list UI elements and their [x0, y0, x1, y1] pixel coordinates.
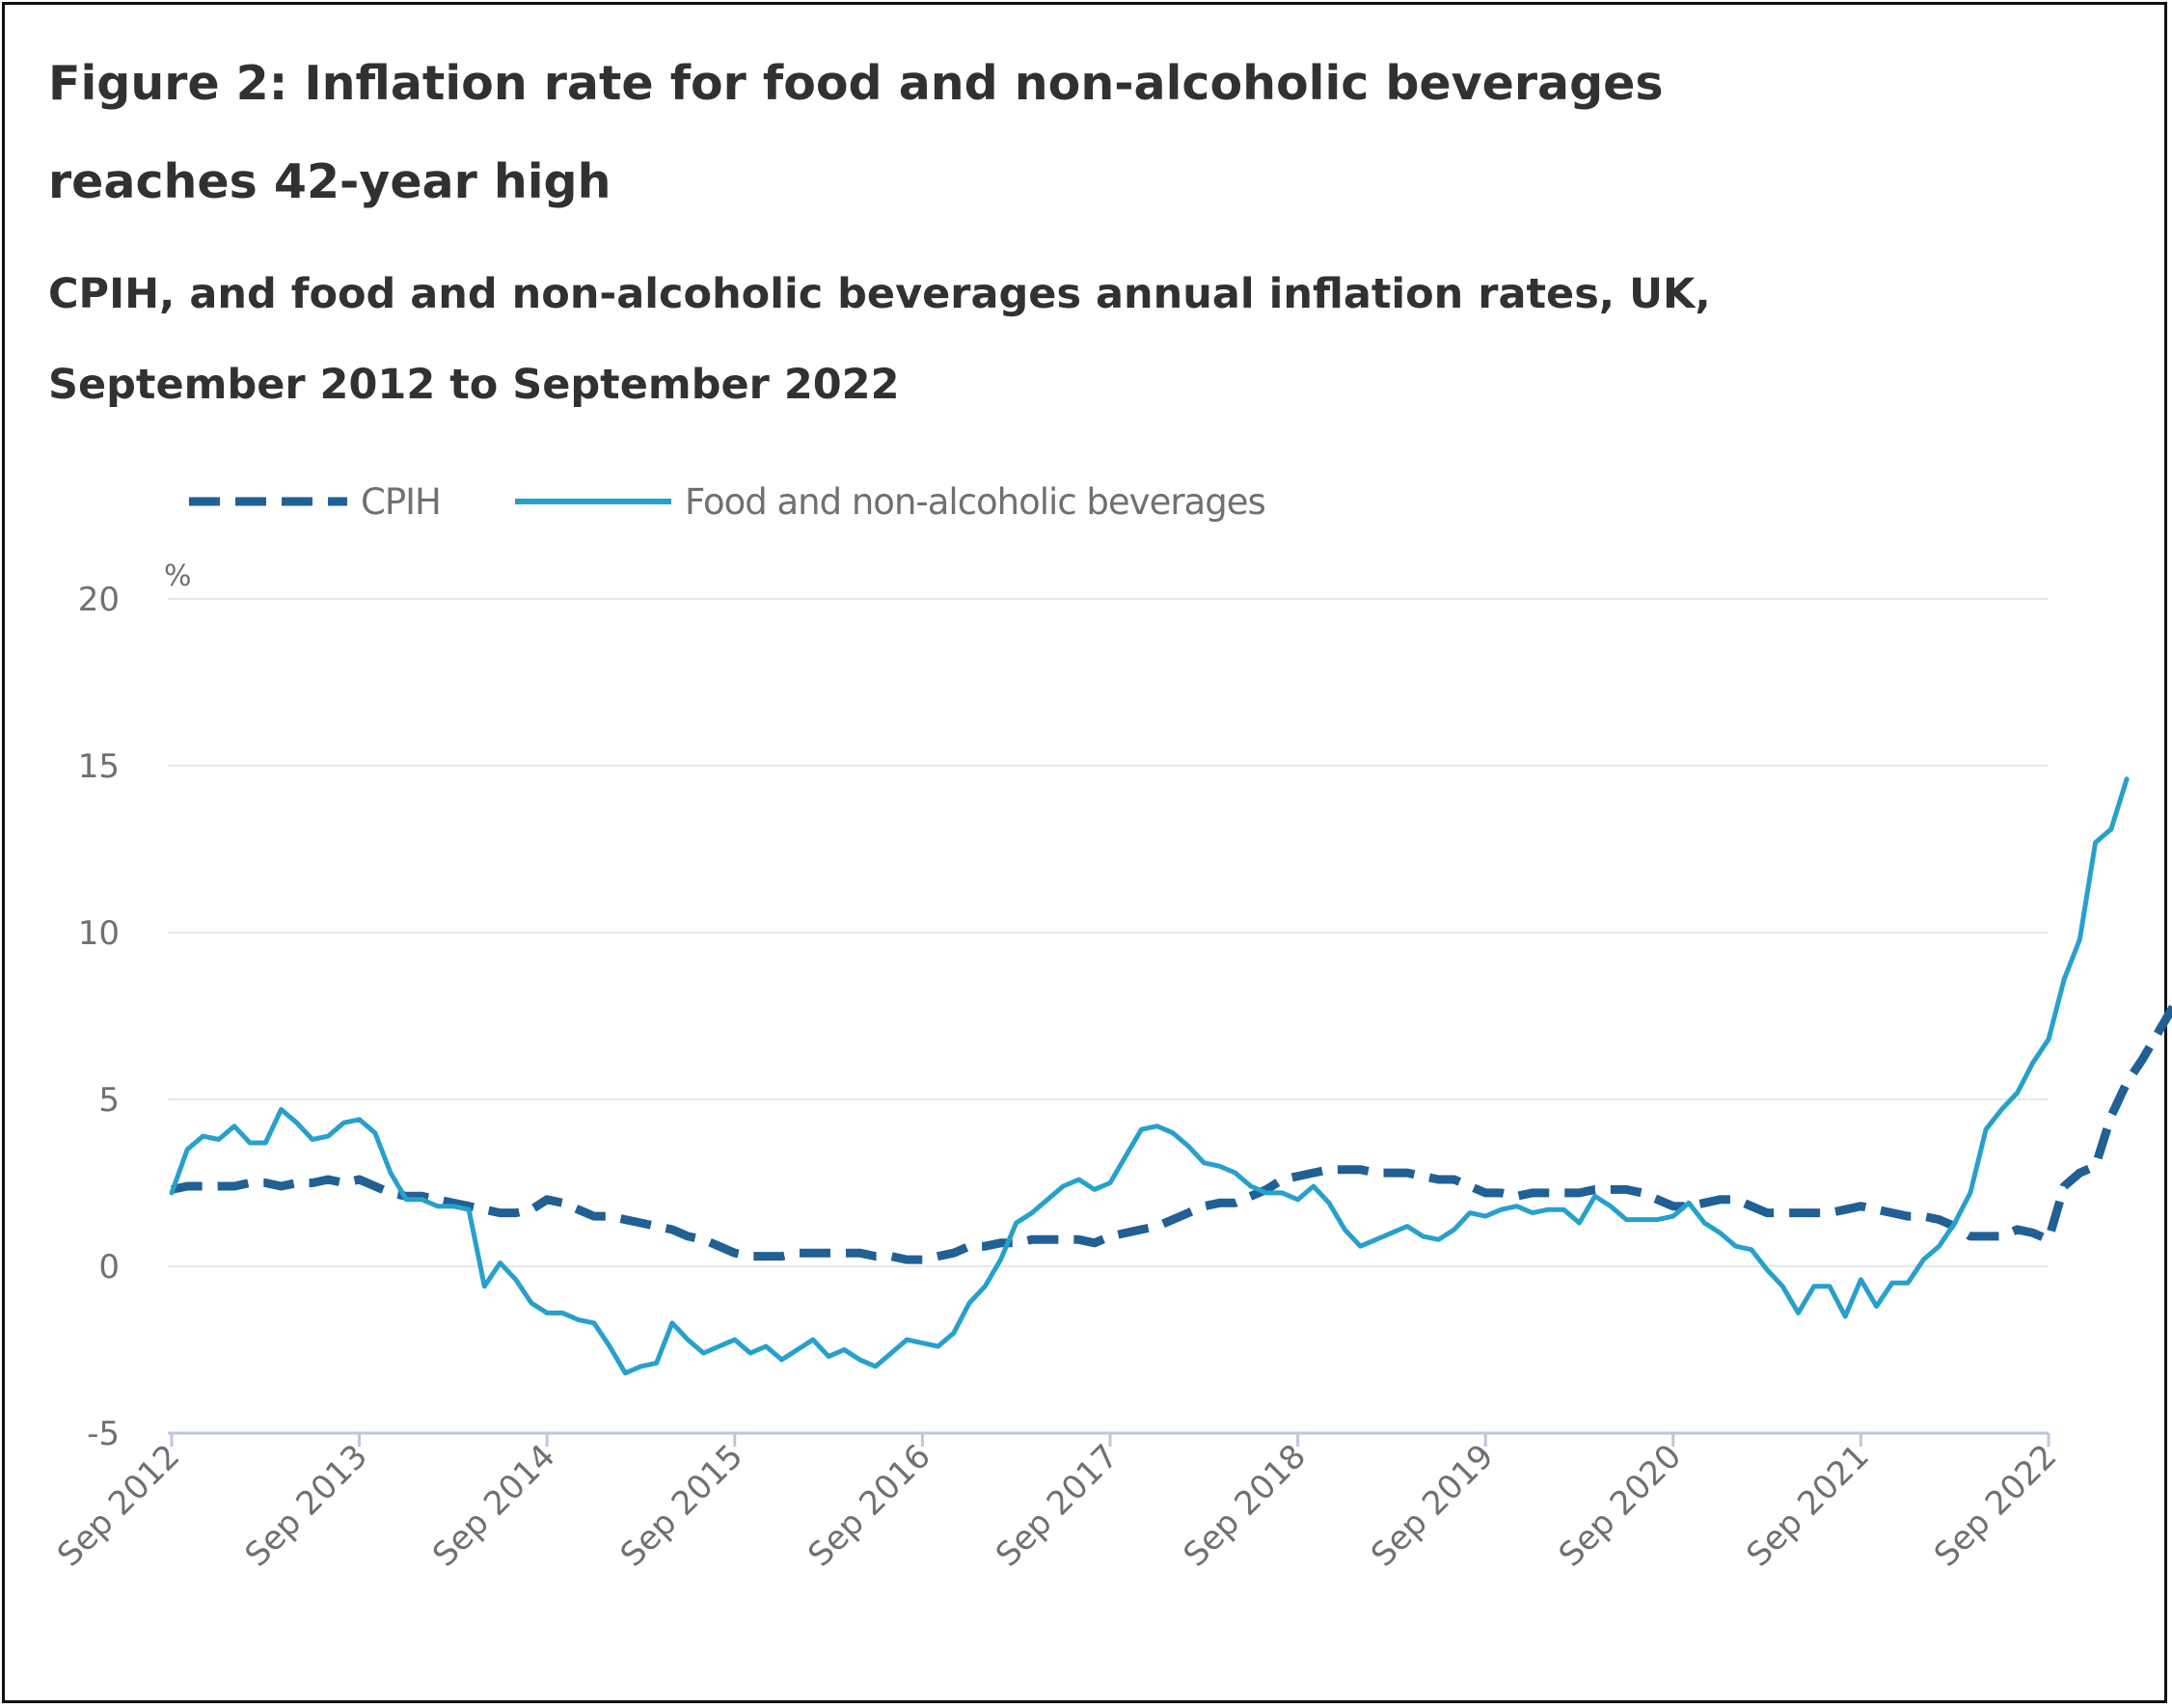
legend-swatch-cpih: [189, 497, 347, 506]
gridlines: [168, 598, 2049, 1267]
legend-label-cpih: CPIH: [361, 480, 442, 523]
x-tick-label: Sep 2015: [613, 1437, 750, 1574]
legend-item-food: Food and non-alcoholic beverages: [513, 473, 1266, 530]
y-tick-label: 20: [78, 581, 120, 619]
series-line-cpih: [171, 1001, 2172, 1264]
x-tick-label: Sep 2014: [425, 1437, 562, 1574]
x-tick-label: Sep 2018: [1177, 1437, 1314, 1574]
y-axis-unit-label: %: [164, 559, 192, 593]
legend-swatch-food: [515, 499, 671, 504]
y-tick-label: 10: [78, 914, 120, 953]
series: [169, 776, 2172, 1376]
figure-title: Figure 2: Inflation rate for food and no…: [48, 56, 1664, 209]
axes: % -5 0 5 10 15 20 Sep 2012 Sep 2013 Sep 2014 Sep …: [50, 559, 2064, 1575]
x-tick-label: Sep 2022: [1927, 1437, 2064, 1574]
series-line-food: [169, 776, 2130, 1376]
x-tick-label: Sep 2019: [1364, 1437, 1501, 1574]
x-tick-label: Sep 2017: [989, 1437, 1126, 1574]
y-tick-label: 0: [98, 1248, 120, 1287]
x-tick-label: Sep 2016: [801, 1437, 937, 1574]
legend-label-food: Food and non-alcoholic beverages: [685, 480, 1266, 523]
y-tick-label: 5: [98, 1081, 120, 1120]
x-tick-label: Sep 2020: [1552, 1437, 1689, 1574]
x-tick-label: Sep 2012: [50, 1437, 187, 1574]
x-tick-label: Sep 2013: [238, 1437, 375, 1574]
y-tick-label: 15: [78, 747, 120, 786]
y-tick-label: -5: [87, 1415, 120, 1453]
legend-item-cpih: CPIH: [187, 473, 442, 530]
x-tick-label: Sep 2021: [1739, 1437, 1876, 1574]
figure-subtitle: CPIH, and food and non-alcoholic beverag…: [48, 270, 1711, 409]
